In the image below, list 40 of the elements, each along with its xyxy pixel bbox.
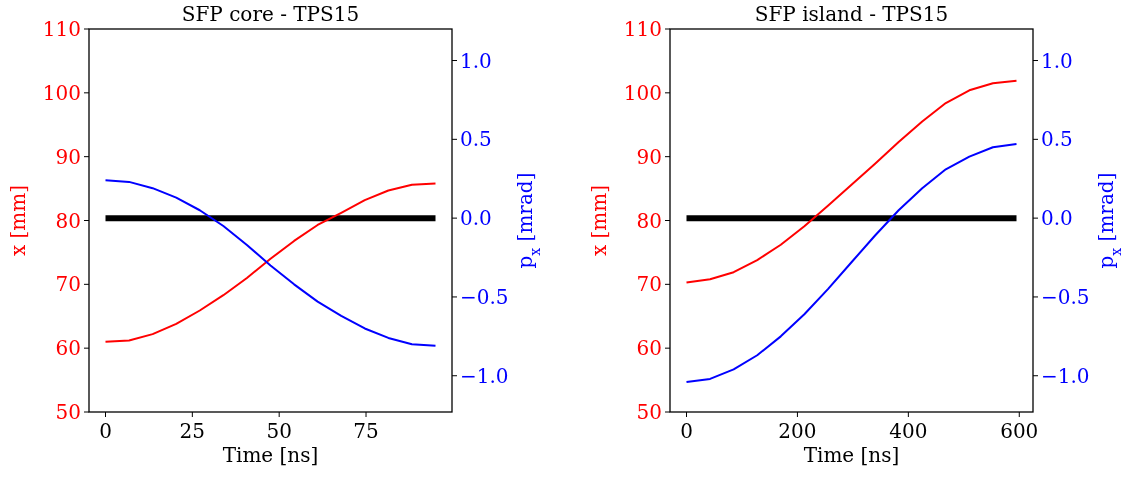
y2-tick-label: −1.0 [1041,363,1090,388]
y2-tick-label: 0.5 [460,127,492,152]
x-tick-label: 0 [680,419,693,443]
x-tick-label: 400 [889,419,928,443]
x-axis-title: Time [ns] [803,443,900,467]
x-tick-label: 50 [266,419,292,443]
y2-tick-label: 0.5 [1041,127,1073,152]
y-tick-label: 100 [42,80,81,105]
y-tick-label: 60 [55,336,81,361]
y-tick-label: 110 [42,17,81,41]
x-tick-label: 200 [778,419,817,443]
y-tick-label: 50 [55,400,81,424]
y-tick-label: 90 [636,144,662,169]
y2-tick-label: −0.5 [460,284,509,309]
y2-tick-label: 0.0 [1041,206,1073,231]
x-axis-title: Time [ns] [222,443,319,467]
y-axis-title: x [mm] [6,184,30,257]
y-tick-label: 90 [55,144,81,169]
line-series [685,79,1018,284]
y2-tick-label: −1.0 [460,363,509,388]
line-series [685,143,1018,384]
y-tick-label: 60 [636,336,662,361]
x-tick-label: 0 [99,419,112,443]
x-tick-label: 600 [1000,419,1039,443]
y-tick-label: 110 [623,17,662,41]
y-tick-label: 50 [636,400,662,424]
y2-tick-label: −0.5 [1041,284,1090,309]
y-tick-label: 80 [55,208,81,233]
y-axis-title: x [mm] [587,184,611,257]
y-tick-label: 100 [623,80,662,105]
chart-title: SFP island - TPS15 [754,2,949,26]
y2-tick-label: 1.0 [460,48,492,73]
y-tick-label: 70 [55,272,81,297]
y-tick-label: 70 [636,272,662,297]
y2-tick-label: 1.0 [1041,48,1073,73]
x-tick-label: 75 [353,419,379,443]
x-tick-label: 25 [179,419,206,443]
y2-tick-label: 0.0 [460,206,492,231]
chart-title: SFP core - TPS15 [181,2,360,26]
y-tick-label: 80 [636,208,662,233]
